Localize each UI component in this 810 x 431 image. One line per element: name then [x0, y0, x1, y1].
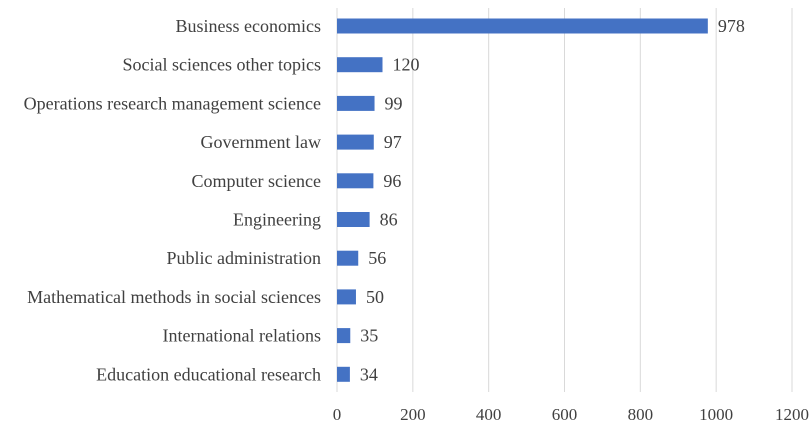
bar-operations-research-management-science — [337, 95, 375, 111]
category-label: Computer science — [192, 171, 321, 191]
data-label: 56 — [368, 248, 386, 268]
category-label: Mathematical methods in social sciences — [27, 287, 321, 307]
bar-engineering — [337, 212, 370, 227]
data-label: 50 — [366, 287, 384, 307]
category-label: International relations — [163, 326, 321, 346]
gridlines — [336, 8, 793, 392]
bar-social-sciences-other-topics — [337, 57, 383, 73]
bar-international-relations — [337, 328, 351, 344]
data-label: 99 — [385, 93, 403, 113]
data-label: 34 — [360, 364, 378, 384]
x-tick-label: 0 — [333, 405, 342, 424]
x-tick-label: 600 — [552, 405, 578, 424]
category-label: Education educational research — [96, 364, 321, 384]
x-tick-label: 400 — [476, 405, 502, 424]
category-label: Business economics — [176, 16, 322, 36]
bar-government-law — [337, 134, 374, 150]
bar-public-administration — [337, 250, 359, 266]
data-label: 97 — [384, 132, 402, 152]
data-label: 35 — [360, 326, 378, 346]
bar-business-economics — [337, 18, 708, 34]
bar-computer-science — [337, 173, 374, 189]
x-tick-label: 800 — [628, 405, 654, 424]
category-label: Public administration — [167, 248, 322, 268]
labels: 0 200 400 600 800 1000 1200 Business economics 9… — [24, 16, 809, 424]
bars — [337, 18, 708, 382]
data-label: 120 — [393, 55, 420, 75]
data-label: 86 — [380, 210, 398, 230]
bar-mathematical-methods-in-social-sciences — [337, 289, 356, 305]
x-tick-label: 1200 — [775, 405, 809, 424]
category-label: Social sciences other topics — [123, 55, 321, 75]
x-tick-label: 1000 — [699, 405, 733, 424]
data-label: 96 — [383, 171, 401, 191]
category-label: Engineering — [233, 210, 321, 230]
category-label: Operations research management science — [24, 93, 321, 113]
x-tick-label: 200 — [400, 405, 426, 424]
bar-education-educational-research — [337, 366, 350, 382]
category-label: Government law — [201, 132, 321, 152]
data-label: 978 — [718, 16, 745, 36]
